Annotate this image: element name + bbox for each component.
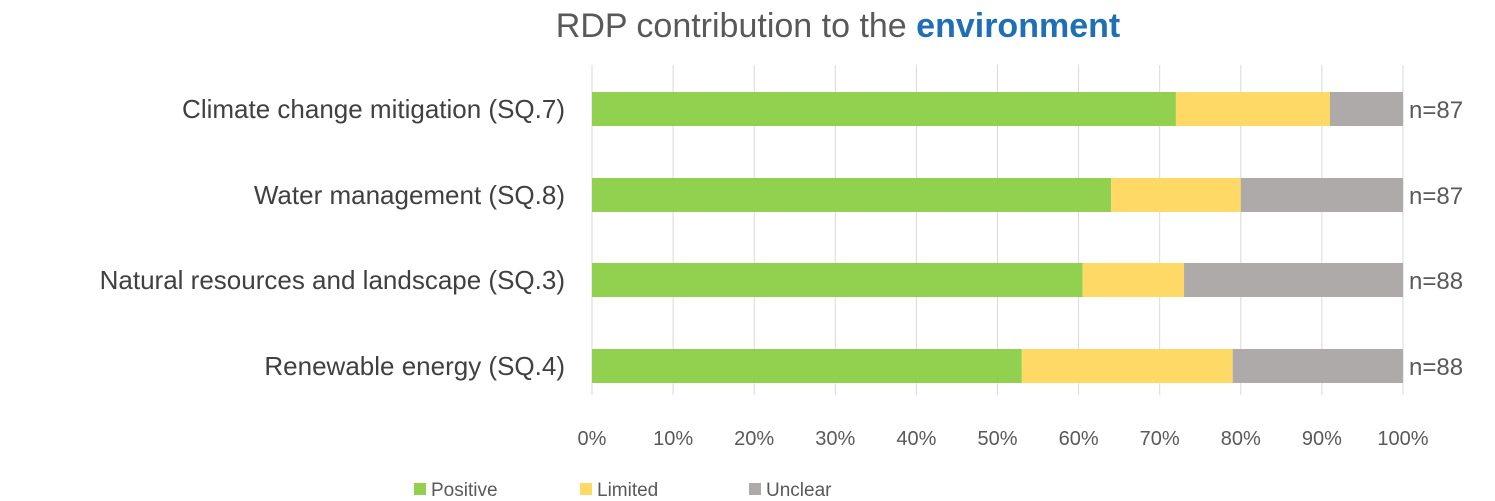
bar-unclear-1: [1240, 178, 1403, 212]
bar-positive-1: [592, 178, 1112, 212]
x-tick-label: 60%: [1059, 428, 1099, 450]
category-label: Climate change mitigation (SQ.7): [182, 94, 565, 124]
bar-limited-1: [1111, 178, 1241, 212]
x-tick-label: 80%: [1221, 428, 1261, 450]
x-tick-label: 20%: [734, 428, 774, 450]
category-label: Renewable energy (SQ.4): [264, 351, 565, 381]
chart-title-emphasis: environment: [916, 7, 1120, 45]
x-tick-label: 100%: [1377, 428, 1428, 450]
legend-item-positive: Positive: [414, 480, 498, 501]
n-label: n=87: [1409, 97, 1463, 124]
x-tick-label: 90%: [1302, 428, 1342, 450]
x-tick-label: 0%: [578, 428, 607, 450]
x-tick-label: 40%: [896, 428, 936, 450]
n-label: n=88: [1409, 268, 1463, 295]
bar-unclear-2: [1184, 263, 1403, 297]
x-tick-label: 30%: [815, 428, 855, 450]
bar-unclear-0: [1330, 92, 1403, 126]
bars: [592, 92, 1403, 383]
legend-label: Positive: [431, 480, 498, 501]
legend-swatch: [749, 483, 761, 495]
x-axis-ticks: 0% 10% 20% 30% 40% 50% 60% 70% 80% 90% 100%: [578, 428, 1429, 450]
legend-item-limited: Limited: [580, 480, 658, 501]
bar-limited-2: [1082, 263, 1185, 297]
x-tick-label: 50%: [977, 428, 1017, 450]
chart-title: RDP contribution to the environment: [556, 7, 1120, 45]
chart-title-prefix: RDP contribution to the: [556, 7, 916, 45]
category-label: Water management (SQ.8): [254, 180, 565, 210]
bar-limited-0: [1175, 92, 1331, 126]
legend-swatch: [414, 483, 426, 495]
bar-positive-3: [592, 349, 1022, 383]
legend-item-unclear: Unclear: [749, 480, 832, 501]
bar-limited-3: [1021, 349, 1233, 383]
legend: Positive Limited Unclear: [414, 480, 832, 501]
bar-positive-0: [592, 92, 1176, 126]
bar-positive-2: [592, 263, 1083, 297]
x-tick-label: 70%: [1140, 428, 1180, 450]
category-label: Natural resources and landscape (SQ.3): [100, 265, 565, 295]
legend-label: Unclear: [766, 480, 832, 501]
bar-unclear-3: [1232, 349, 1403, 383]
category-labels: Climate change mitigation (SQ.7) Water ma…: [100, 94, 565, 381]
legend-label: Limited: [597, 480, 658, 501]
x-tick-label: 10%: [653, 428, 693, 450]
n-label: n=87: [1409, 183, 1463, 210]
n-labels: n=87 n=87 n=88 n=88: [1409, 97, 1463, 381]
legend-swatch: [580, 483, 592, 495]
n-label: n=88: [1409, 354, 1463, 381]
